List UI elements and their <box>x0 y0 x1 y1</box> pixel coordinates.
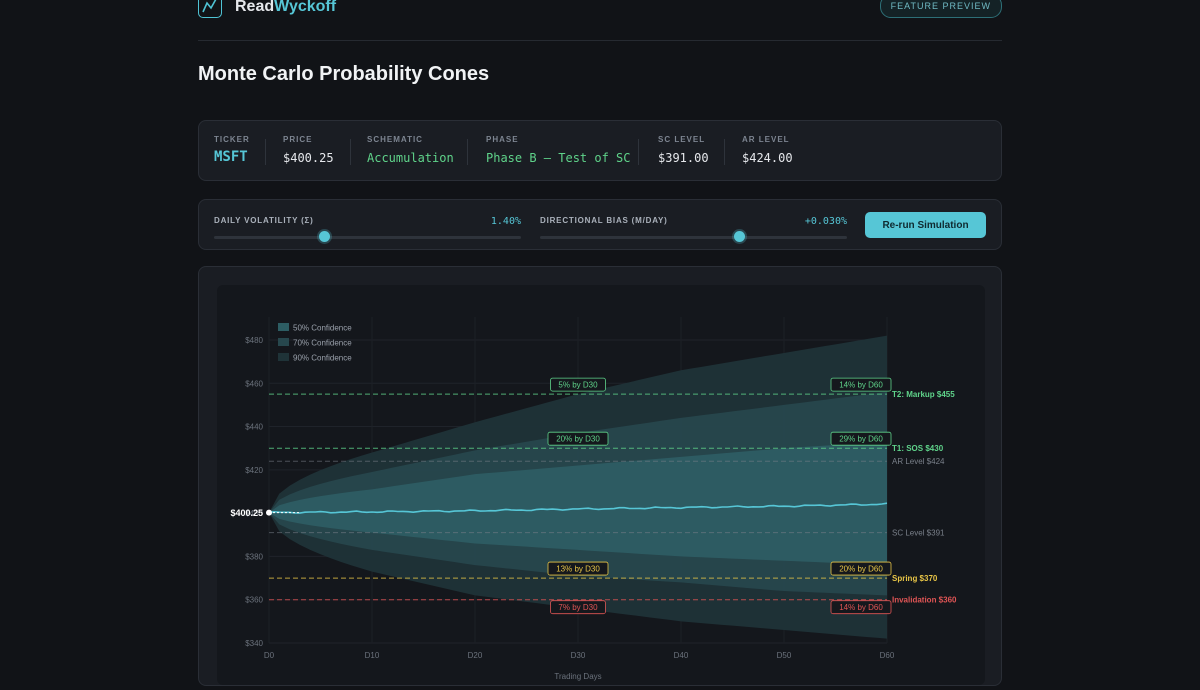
probability-badge: 14% by D60 <box>830 600 892 615</box>
bias-slider-thumb[interactable] <box>734 231 746 242</box>
schematic-value: Accumulation <box>367 151 454 165</box>
probability-badge: 20% by D30 <box>547 431 609 446</box>
y-tick-label: $360 <box>245 596 263 605</box>
ar-level-value: $424.00 <box>742 151 793 165</box>
probability-cone-card: $340 $360 $380 $400 $420 $440 $460 $480 D0 D10 D20… <box>198 266 1002 686</box>
y-tick-label: $480 <box>245 336 263 345</box>
svg-text:20% by D30: 20% by D30 <box>556 435 600 444</box>
svg-text:14% by D60: 14% by D60 <box>839 381 883 390</box>
volatility-label: DAILY VOLATILITY (Σ) <box>214 216 314 225</box>
start-price-label: $400.25 <box>230 508 263 518</box>
x-tick-label: D40 <box>674 651 689 660</box>
x-tick-label: D30 <box>571 651 586 660</box>
schematic-stat: SCHEMATIC Accumulation <box>367 135 454 165</box>
level-label: SC Level $391 <box>892 529 945 538</box>
page: ReadWyckoff FEATURE PREVIEW Monte Carlo … <box>198 0 1002 686</box>
top-bar: ReadWyckoff FEATURE PREVIEW <box>198 0 1002 41</box>
bias-slider[interactable] <box>540 236 847 239</box>
x-tick-label: D50 <box>777 651 792 660</box>
level-label: Spring $370 <box>892 574 938 583</box>
price-stat: PRICE $400.25 <box>283 135 334 165</box>
median-path-line <box>268 502 888 514</box>
svg-text:20% by D60: 20% by D60 <box>839 565 883 574</box>
brand-name[interactable]: ReadWyckoff <box>235 0 337 15</box>
svg-text:7% by D30: 7% by D30 <box>558 603 598 612</box>
svg-text:13% by D30: 13% by D30 <box>556 565 600 574</box>
svg-text:14% by D60: 14% by D60 <box>839 603 883 612</box>
feature-preview-badge: FEATURE PREVIEW <box>879 0 1002 18</box>
y-tick-label: $440 <box>245 423 263 432</box>
phase-value: Phase B — Test of SC <box>486 151 631 165</box>
start-price-marker <box>266 509 272 516</box>
page-title: Monte Carlo Probability Cones <box>198 63 490 85</box>
level-label: AR Level $424 <box>892 457 945 466</box>
legend-swatch <box>278 323 289 331</box>
x-tick-label: D10 <box>365 651 380 660</box>
level-label: Invalidation $360 <box>892 596 957 605</box>
probability-cone-chart: $340 $360 $380 $400 $420 $440 $460 $480 D0 D10 D20… <box>230 317 957 681</box>
x-tick-label: D0 <box>264 651 275 660</box>
volatility-slider[interactable] <box>214 236 521 239</box>
legend-entry: 50% Confidence <box>293 324 352 333</box>
bias-label: DIRECTIONAL BIAS (M/DAY) <box>540 216 668 225</box>
sc-level-stat: SC LEVEL $391.00 <box>658 135 709 165</box>
volatility-value: 1.40% <box>490 216 521 227</box>
phase-stat: PHASE Phase B — Test of SC <box>486 135 631 165</box>
sc-level-value: $391.00 <box>658 151 709 165</box>
rerun-simulation-button[interactable]: Re-run Simulation <box>865 212 986 238</box>
legend-swatch <box>278 353 289 361</box>
probability-badge: 29% by D60 <box>830 431 892 446</box>
svg-text:5% by D30: 5% by D30 <box>558 381 598 390</box>
probability-badge: 14% by D60 <box>830 377 892 392</box>
level-label: T2: Markup $455 <box>892 390 955 399</box>
ar-level-stat: AR LEVEL $424.00 <box>742 135 793 165</box>
legend-swatch <box>278 338 289 346</box>
y-tick-label: $380 <box>245 552 263 561</box>
legend-entry: 90% Confidence <box>293 354 352 363</box>
ticker-value: MSFT <box>214 149 248 165</box>
probability-badge: 7% by D30 <box>550 600 606 615</box>
ticker-info-card: TICKER MSFT PRICE $400.25 SCHEMATIC Accu… <box>198 120 1002 181</box>
legend-entry: 70% Confidence <box>293 339 352 348</box>
x-tick-label: D60 <box>880 651 895 660</box>
probability-badge: 13% by D30 <box>547 561 609 576</box>
volatility-slider-thumb[interactable] <box>319 231 331 242</box>
probability-badge: 20% by D60 <box>830 561 892 576</box>
y-tick-label: $340 <box>245 639 263 648</box>
probability-badge: 5% by D30 <box>550 377 606 392</box>
level-label: T1: SOS $430 <box>892 444 944 453</box>
price-value: $400.25 <box>283 151 334 165</box>
simulation-controls-card: DAILY VOLATILITY (Σ) 1.40% DIRECTIONAL B… <box>198 199 1002 250</box>
y-tick-label: $420 <box>245 466 263 475</box>
band-50-confidence <box>269 441 887 566</box>
x-tick-label: D20 <box>468 651 483 660</box>
svg-text:29% by D60: 29% by D60 <box>839 435 883 444</box>
chart-panel: $340 $360 $380 $400 $420 $440 $460 $480 D0 D10 D20… <box>217 285 985 685</box>
ticker-stat: TICKER MSFT <box>214 135 250 165</box>
y-tick-label: $400 <box>245 509 263 518</box>
y-tick-label: $460 <box>245 379 263 388</box>
x-axis-label: Trading Days <box>554 672 601 681</box>
bias-value: +0.030% <box>804 216 847 227</box>
chart-logo-icon[interactable] <box>198 0 222 18</box>
